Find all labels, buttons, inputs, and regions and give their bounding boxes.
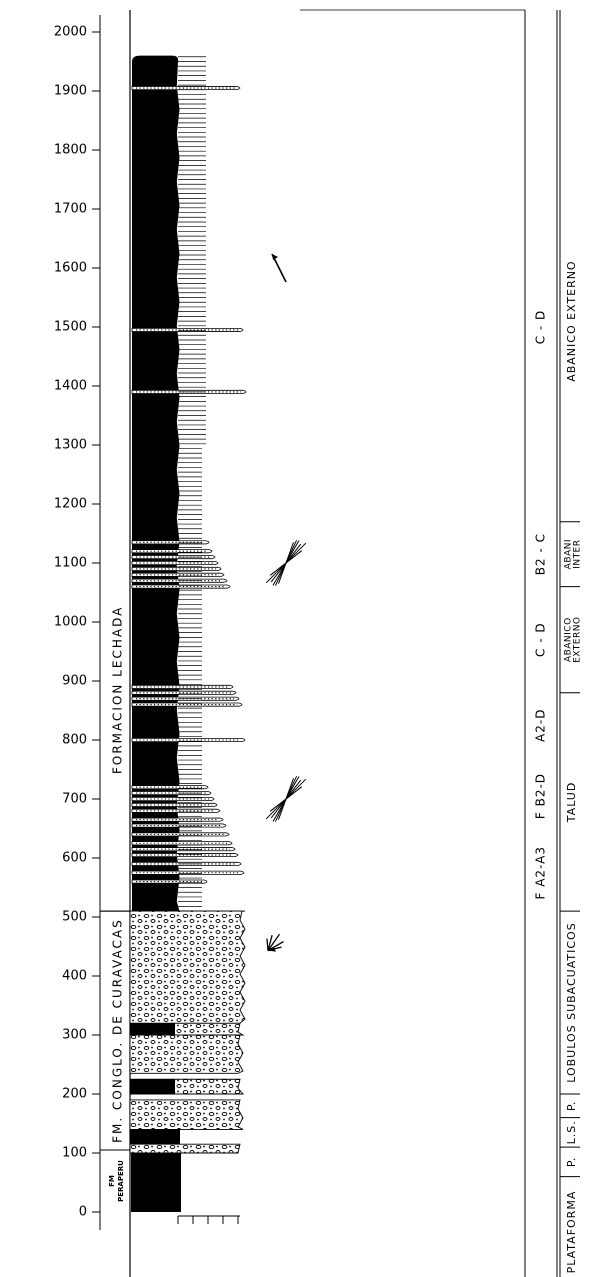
shale-interbed [130,1023,175,1035]
axis-tick-label: 1700 [54,202,87,217]
facies-label-cd-2: C - D [534,310,548,345]
env-label-lobulos: LOBULOS SUBACUATICOS [565,922,578,1082]
facies-label-cd-1: C - D [534,622,548,657]
shale-interbed [130,1129,180,1145]
env-label-p-1: P. [565,1157,578,1167]
sandstone-bed [131,841,233,846]
env-label-abanico-ext-1-line1: ABANICO [564,617,574,662]
formation-label-peraperu-line1: FM [108,1175,116,1187]
env-label-abanico-int-line2: INTER [573,539,583,568]
axis-tick-label: 1000 [54,615,87,630]
axis-tick-label: 200 [62,1087,87,1102]
shale-interbed [130,1079,175,1094]
axis-tick-label: 2000 [54,25,87,40]
facies-label-a2d: A2-D [534,709,548,742]
axis-tick-label: 1500 [54,320,87,335]
env-label-p-2: P. [565,1101,578,1111]
sandstone-bed [131,870,245,875]
formation-label-lechada: FORMACION LECHADA [111,606,125,774]
conglomerate-unit [129,1034,244,1074]
axis-tick-label: 1600 [54,261,87,276]
axis-tick-label: 300 [62,1028,87,1043]
axis-tick-label: 1800 [54,143,87,158]
sandstone-bed [131,802,218,807]
axis-tick-label: 0 [79,1205,87,1220]
sandstone-bed [131,817,224,822]
sandstone-bed [131,86,241,91]
shale-unit [131,1153,181,1212]
sandstone-bed [131,561,219,565]
axis-tick-label: 500 [62,910,87,925]
axis-tick-label: 600 [62,851,87,866]
paleocurrent-rose-1100 [265,540,307,586]
axis-tick-label: 400 [62,969,87,984]
sandstone-bed [131,823,227,828]
sandstone-bed [131,572,225,577]
sandstone-bed [131,785,209,790]
axis-tick-label: 1300 [54,438,87,453]
shale-unit [132,55,180,912]
paleocurrent-rose-460 [266,933,284,952]
paleocurrent-arrow-1600 [271,253,287,283]
axis-tick-label: 1100 [54,556,87,571]
facies-label-f-a2a3: F A2-A3 [534,846,548,899]
facies-label-f-b2d: F B2-D [534,773,548,819]
axis-tick-label: 800 [62,733,87,748]
env-label-abanico-ext-2: ABANICO EXTERNO [565,260,578,381]
axis-tick-label: 900 [62,674,87,689]
sandstone-bed [131,555,216,560]
sandstone-bed [131,853,239,858]
axis-tick-layer: 0 100 200 300 400 500 600 700 800 900 1000 1100 1200… [54,25,100,1220]
sandstone-bed [131,832,230,837]
axis-tick-label: 1400 [54,379,87,394]
env-label-plataforma: PLATAFORMA [565,1191,578,1274]
conglomerate-unit [129,910,246,1024]
facies-label-layer: F A2-A3 F B2-D A2-D C - D B2 - C C - D [534,310,548,900]
conglomerate-layer [129,910,246,1154]
axis-tick-label: 1200 [54,497,87,512]
facies-label-b2c: B2 - C [534,533,548,575]
sandstone-bed [131,791,212,796]
grain-size-scale-layer [177,56,240,1224]
env-label-abanico-int-line1: ABANI [564,539,574,569]
axis-tick-label: 1900 [54,84,87,99]
env-label-abanico-ext-1-line2: EXTERNO [573,616,583,662]
paleocurrent-rose-700 [265,776,307,822]
axis-tick-label: 100 [62,1146,87,1161]
sandstone-bed [131,738,246,742]
env-label-ls: L.S. [565,1120,578,1144]
sandstone-bed [131,584,231,589]
formation-label-peraperu-line2: PERAPERU [117,1160,125,1202]
paleocurrent-layer [265,253,307,952]
conglomerate-unit [129,1099,244,1130]
formation-label-conglo: FM. CONGLO. DE CURAVACAS [111,918,125,1143]
sandstone-bed [131,684,234,689]
conglomerate-unit [129,1143,241,1154]
environment-label-layer: PLATAFORMA P. L.S. P. LOBULOS SUBACUATICOS TA… [560,260,583,1273]
axis-tick-label: 700 [62,792,87,807]
env-label-talud: TALUD [565,782,578,824]
